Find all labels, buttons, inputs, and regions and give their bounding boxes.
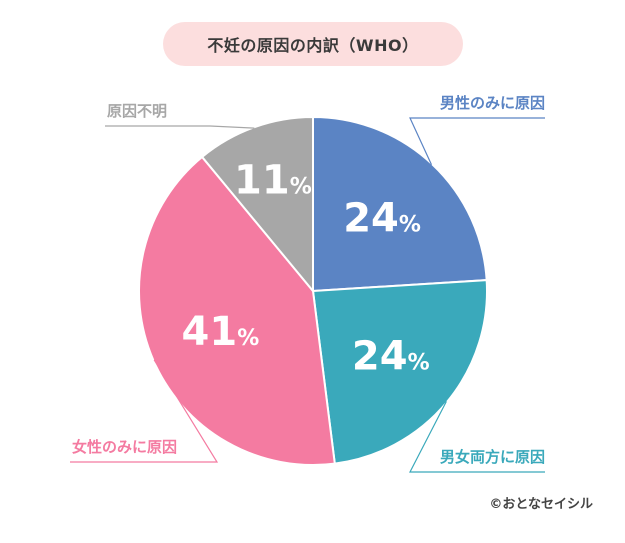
pie-slice (312, 115, 488, 293)
callout-line (409, 401, 545, 473)
slice-value-label: 24% (352, 333, 430, 379)
slice-category-label: 男性のみに原因 (440, 94, 545, 112)
callout-line (70, 359, 219, 463)
callout-line (409, 117, 545, 166)
pie-slice (200, 115, 314, 294)
callout-line (105, 125, 255, 129)
slice-value-label: 41% (182, 309, 260, 355)
slice-category-label: 原因不明 (107, 102, 167, 120)
slice-value-label: 11% (234, 158, 312, 204)
chart-title: 不妊の原因の内訳（WHO） (163, 22, 463, 66)
pie-slice (138, 155, 336, 466)
copyright-text: ©おとなセイシル (489, 497, 593, 512)
slice-value-label: 24% (343, 195, 421, 241)
pie-slice (311, 279, 488, 465)
slice-category-label: 男女両方に原因 (440, 448, 545, 466)
slice-category-label: 女性のみに原因 (72, 438, 177, 456)
